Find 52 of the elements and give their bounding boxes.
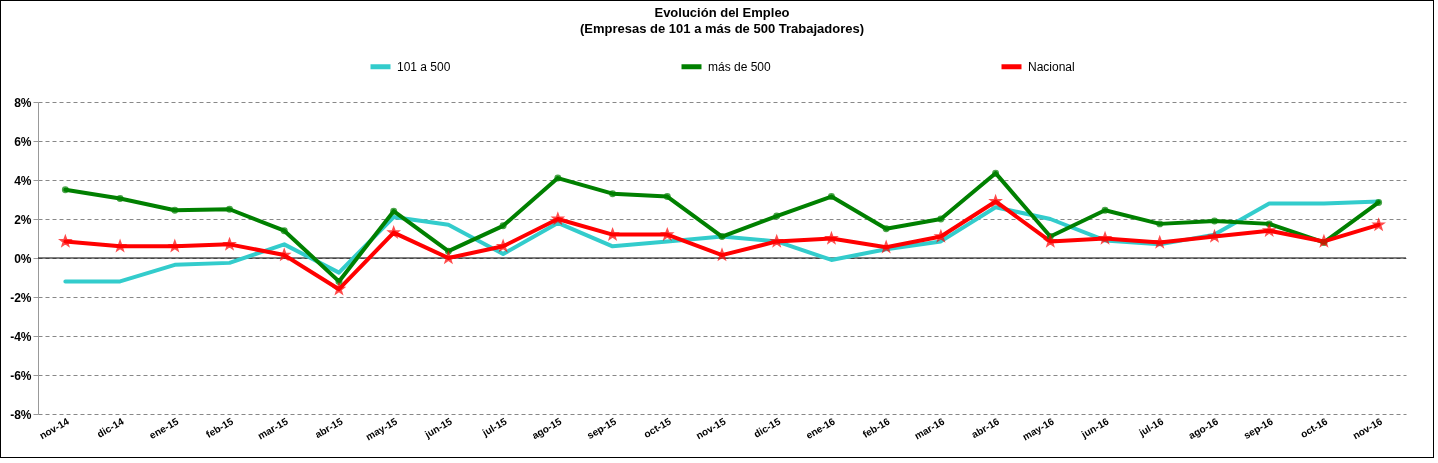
y-tick-label: -6% xyxy=(10,368,32,383)
y-tick-label: -8% xyxy=(10,407,32,422)
point xyxy=(827,193,835,201)
point xyxy=(1156,220,1164,228)
point xyxy=(937,215,945,223)
point xyxy=(59,235,72,247)
y-tick-label: 4% xyxy=(14,173,32,188)
point xyxy=(554,174,562,182)
point xyxy=(773,212,781,220)
legend-label: más de 500 xyxy=(708,59,772,74)
point xyxy=(171,206,179,214)
y-tick-label: 8% xyxy=(14,95,32,110)
point xyxy=(992,169,1000,177)
point xyxy=(663,193,671,201)
point xyxy=(989,195,1002,207)
legend-label: 101 a 500 xyxy=(397,59,451,74)
point xyxy=(609,190,617,198)
point xyxy=(1044,235,1057,247)
point xyxy=(1265,220,1273,228)
point xyxy=(116,195,124,203)
y-tick-label: 0% xyxy=(14,251,32,266)
point xyxy=(1263,224,1276,236)
point xyxy=(1372,218,1385,231)
point xyxy=(770,235,783,247)
legend-label: Nacional xyxy=(1028,59,1075,74)
point xyxy=(280,227,288,235)
chart-subtitle: (Empresas de 101 a más de 500 Trabajadores) xyxy=(580,21,864,36)
point xyxy=(1210,217,1218,225)
point xyxy=(226,205,234,213)
chart-title: Evolución del Empleo xyxy=(654,5,790,20)
point xyxy=(223,238,236,250)
point xyxy=(882,225,890,233)
point xyxy=(716,248,728,261)
point xyxy=(390,207,398,215)
point xyxy=(1153,236,1166,248)
point xyxy=(718,233,726,241)
y-tick-label: 6% xyxy=(14,134,32,149)
point xyxy=(825,232,838,244)
y-tick-label: -2% xyxy=(10,290,32,305)
y-tick-label: 2% xyxy=(14,212,32,227)
point xyxy=(551,212,564,225)
point xyxy=(444,247,452,255)
point xyxy=(278,248,291,261)
point xyxy=(1101,206,1109,214)
point xyxy=(335,277,343,285)
point xyxy=(499,222,507,230)
point xyxy=(387,226,400,238)
y-tick-label: -4% xyxy=(10,329,32,344)
point xyxy=(934,230,947,242)
point xyxy=(61,186,69,194)
point xyxy=(661,228,674,240)
point xyxy=(1375,198,1383,206)
